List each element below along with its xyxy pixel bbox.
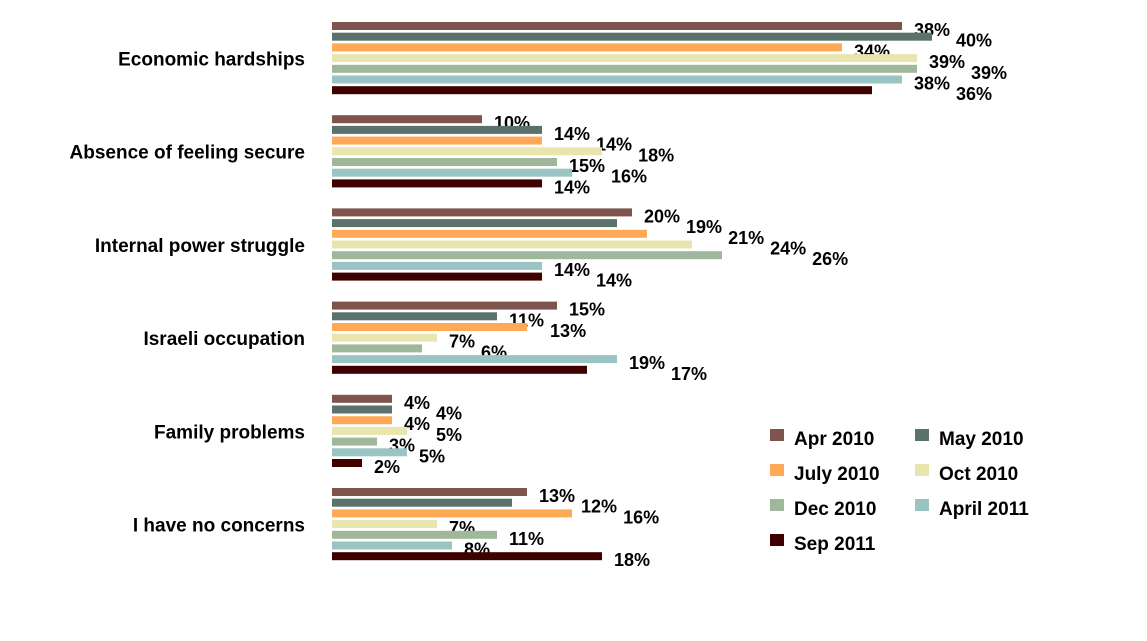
data-label: 19%	[629, 353, 665, 373]
bar	[332, 115, 482, 124]
bar	[332, 552, 602, 561]
bar	[332, 158, 557, 166]
bar	[332, 365, 587, 374]
category-label: Internal power struggle	[95, 236, 305, 257]
bar	[332, 54, 917, 63]
data-label: 14%	[596, 135, 632, 155]
bar	[332, 86, 872, 95]
bar	[332, 179, 542, 188]
data-label: 15%	[569, 300, 605, 320]
bar	[332, 426, 407, 435]
legend-label: May 2010	[939, 429, 1024, 450]
data-label: 18%	[638, 145, 674, 165]
data-label: 11%	[509, 529, 544, 549]
data-label: 5%	[419, 446, 445, 466]
bar	[332, 405, 392, 414]
bar	[332, 64, 917, 73]
data-label: 13%	[550, 321, 586, 341]
bar	[332, 448, 407, 457]
data-label: 2%	[374, 457, 400, 477]
data-label: 15%	[569, 156, 605, 176]
bar	[332, 333, 437, 342]
legend-swatch	[915, 499, 929, 511]
data-label: 16%	[611, 167, 647, 187]
data-label: 17%	[671, 364, 707, 384]
data-label: 13%	[539, 486, 575, 506]
bar	[332, 509, 572, 518]
data-label: 36%	[956, 84, 992, 104]
bar	[332, 520, 437, 529]
bar	[332, 394, 392, 403]
category-label: Israeli occupation	[143, 329, 305, 350]
category-label: Family problems	[154, 422, 305, 443]
data-label: 21%	[728, 228, 764, 248]
bar	[332, 43, 842, 52]
bar	[332, 301, 557, 310]
bar	[332, 541, 452, 550]
bar	[332, 240, 692, 249]
category-label: I have no concerns	[133, 515, 305, 536]
bar	[332, 323, 527, 331]
bar	[332, 219, 617, 228]
bar	[332, 261, 542, 270]
legend-swatch	[770, 534, 784, 546]
bar	[332, 488, 527, 496]
legend-swatch	[915, 429, 929, 441]
data-label: 19%	[686, 217, 722, 237]
data-label: 14%	[596, 271, 632, 291]
data-label: 24%	[770, 239, 806, 259]
legend-label: Oct 2010	[939, 464, 1018, 485]
legend-label: April 2011	[939, 499, 1029, 520]
data-label: 7%	[449, 332, 475, 352]
bar	[332, 75, 902, 84]
data-label: 26%	[812, 249, 848, 269]
data-label: 4%	[404, 393, 430, 413]
bar	[332, 168, 572, 177]
bar	[332, 136, 542, 145]
bar	[332, 251, 722, 260]
data-label: 18%	[614, 550, 650, 570]
bar	[332, 355, 617, 364]
data-label: 12%	[581, 497, 617, 517]
data-label: 4%	[404, 414, 430, 434]
bar	[332, 498, 512, 507]
data-label: 40%	[956, 31, 992, 51]
bar	[332, 125, 542, 134]
data-label: 14%	[554, 124, 590, 144]
data-label: 5%	[436, 425, 462, 445]
data-label: 39%	[929, 52, 965, 72]
category-label: Absence of feeling secure	[70, 143, 305, 164]
legend-swatch	[770, 429, 784, 441]
bar	[332, 272, 542, 281]
bar	[332, 530, 497, 539]
data-label: 16%	[623, 507, 659, 527]
bar	[332, 416, 392, 425]
legend-label: July 2010	[794, 464, 880, 485]
data-label: 39%	[971, 63, 1007, 83]
legend-label: Sep 2011	[794, 534, 876, 555]
legend-label: Apr 2010	[794, 429, 874, 450]
legend-swatch	[770, 499, 784, 511]
data-label: 20%	[644, 206, 680, 226]
bar	[332, 208, 632, 217]
bar	[332, 32, 932, 41]
bar	[332, 147, 602, 156]
bar	[332, 229, 647, 238]
bar	[332, 22, 902, 30]
legend-swatch	[770, 464, 784, 476]
bar	[332, 312, 497, 321]
category-label: Economic hardships	[118, 49, 305, 70]
bar	[332, 437, 377, 446]
bar	[332, 344, 422, 353]
bar	[332, 459, 362, 467]
data-label: 38%	[914, 74, 950, 94]
legend-swatch	[915, 464, 929, 476]
data-label: 14%	[554, 177, 590, 197]
data-label: 14%	[554, 260, 590, 280]
data-label: 4%	[436, 404, 462, 424]
legend-label: Dec 2010	[794, 499, 876, 520]
